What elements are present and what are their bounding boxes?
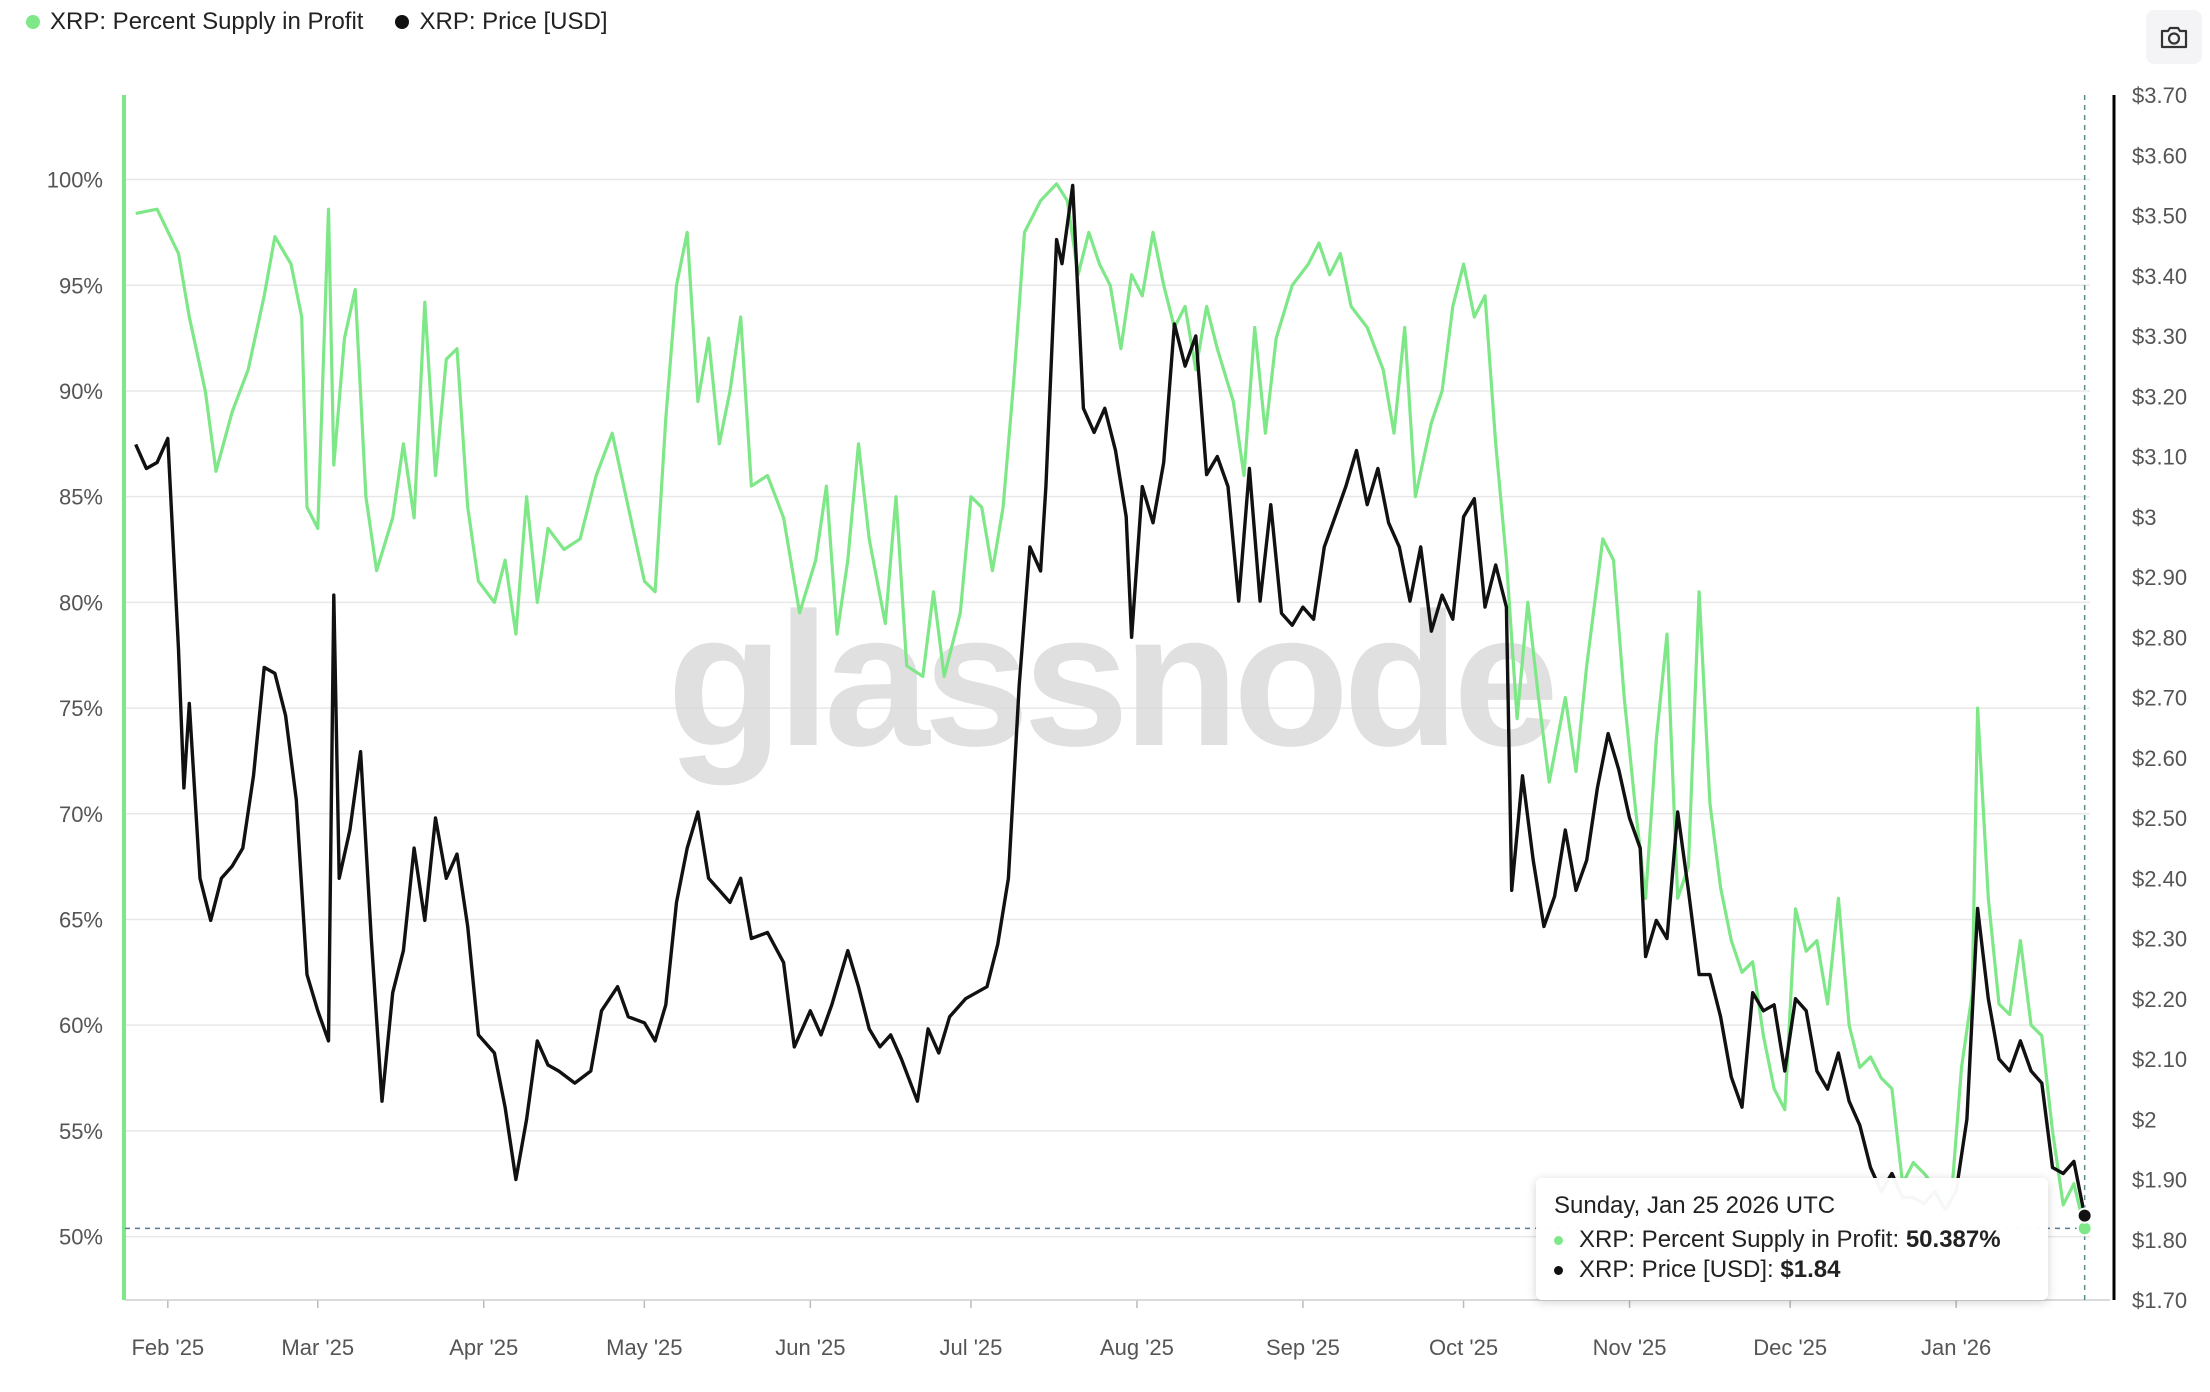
camera-icon bbox=[2160, 26, 2188, 49]
y-left-tick-label: 80% bbox=[59, 590, 103, 615]
y-left-tick-label: 85% bbox=[59, 485, 103, 510]
hover-tooltip: Sunday, Jan 25 2026 UTC XRP: Percent Sup… bbox=[1536, 1178, 2048, 1300]
y-right-tick-label: $3.30 bbox=[2132, 324, 2187, 349]
y-left-tick-label: 70% bbox=[59, 802, 103, 827]
x-tick-label: Jun '25 bbox=[775, 1335, 845, 1360]
y-right-tick-label: $2.40 bbox=[2132, 866, 2187, 891]
y-right-tick-label: $1.70 bbox=[2132, 1288, 2187, 1313]
y-right-tick-label: $2.20 bbox=[2132, 987, 2187, 1012]
y-right-tick-label: $1.80 bbox=[2132, 1228, 2187, 1253]
x-tick-label: Aug '25 bbox=[1100, 1335, 1174, 1360]
y-left-tick-label: 100% bbox=[47, 168, 103, 193]
y-right-tick-label: $2 bbox=[2132, 1107, 2156, 1132]
x-tick-label: May '25 bbox=[606, 1335, 682, 1360]
x-tick-label: Dec '25 bbox=[1753, 1335, 1827, 1360]
legend-label: XRP: Percent Supply in Profit bbox=[50, 8, 364, 35]
y-right-tick-label: $2.10 bbox=[2132, 1047, 2187, 1072]
legend-label: XRP: Price [USD] bbox=[419, 8, 608, 35]
x-tick-label: Mar '25 bbox=[281, 1335, 354, 1360]
tooltip-dot-percent-supply bbox=[1554, 1235, 1563, 1245]
tooltip-row-price: XRP: Price [USD]: $1.84 bbox=[1554, 1256, 2030, 1284]
legend-dot-percent-supply bbox=[26, 15, 40, 29]
y-right-tick-label: $3.40 bbox=[2132, 264, 2187, 289]
x-tick-label: Nov '25 bbox=[1593, 1335, 1667, 1360]
hover-point-price bbox=[2076, 1207, 2093, 1224]
tooltip-label: XRP: Price [USD]: $1.84 bbox=[1579, 1256, 1841, 1283]
x-tick-label: Sep '25 bbox=[1266, 1335, 1340, 1360]
tooltip-dot-price bbox=[1554, 1265, 1563, 1275]
x-tick-label: Jul '25 bbox=[940, 1335, 1003, 1360]
y-right-tick-label: $3 bbox=[2132, 505, 2156, 530]
y-left-tick-label: 90% bbox=[59, 379, 103, 404]
y-right-tick-label: $2.60 bbox=[2132, 746, 2187, 771]
legend-item-price-usd[interactable]: XRP: Price [USD] bbox=[395, 8, 608, 36]
x-tick-label: Oct '25 bbox=[1429, 1335, 1498, 1360]
y-right-tick-label: $2.70 bbox=[2132, 686, 2187, 711]
y-right-tick-label: $2.80 bbox=[2132, 625, 2187, 650]
y-left-tick-label: 75% bbox=[59, 696, 103, 721]
x-tick-label: Jan '26 bbox=[1921, 1335, 1991, 1360]
y-left-tick-label: 95% bbox=[59, 273, 103, 298]
y-left-tick-label: 55% bbox=[59, 1119, 103, 1144]
y-right-tick-label: $3.50 bbox=[2132, 204, 2187, 229]
y-right-tick-label: $1.90 bbox=[2132, 1168, 2187, 1193]
y-right-tick-label: $3.60 bbox=[2132, 143, 2187, 168]
tick-labels: 50% 55% 60% 65% 70% 75% 80% 85% 90% 95% 100% $1.70 $… bbox=[47, 83, 2187, 1360]
legend-dot-price bbox=[395, 15, 410, 29]
tooltip-row-percent-supply: XRP: Percent Supply in Profit: 50.387% bbox=[1554, 1226, 2030, 1254]
y-right-tick-label: $2.50 bbox=[2132, 806, 2187, 831]
legend-item-percent-supply-in-profit[interactable]: XRP: Percent Supply in Profit bbox=[26, 8, 363, 36]
y-right-tick-label: $2.30 bbox=[2132, 927, 2187, 952]
y-right-tick-label: $2.90 bbox=[2132, 565, 2187, 590]
x-tick-label: Feb '25 bbox=[131, 1335, 204, 1360]
series-line-price-usd bbox=[134, 183, 2087, 1216]
tooltip-date: Sunday, Jan 25 2026 UTC bbox=[1554, 1192, 1836, 1219]
axes bbox=[122, 95, 2116, 1308]
x-tick-label: Apr '25 bbox=[449, 1335, 518, 1360]
screenshot-button[interactable] bbox=[2146, 10, 2202, 64]
tooltip-label: XRP: Percent Supply in Profit: 50.387% bbox=[1579, 1226, 2001, 1253]
y-left-tick-label: 50% bbox=[59, 1225, 103, 1250]
tooltip-value: 50.387% bbox=[1905, 1226, 2001, 1253]
series bbox=[134, 182, 2087, 1229]
y-left-tick-label: 65% bbox=[59, 907, 103, 932]
tooltip-value: $1.84 bbox=[1780, 1256, 1841, 1283]
y-right-tick-label: $3.20 bbox=[2132, 384, 2187, 409]
chart-legend: XRP: Percent Supply in Profit XRP: Price… bbox=[26, 8, 608, 36]
glassnode-watermark: glassnode bbox=[667, 574, 1553, 786]
y-right-tick-label: $3.10 bbox=[2132, 445, 2187, 470]
y-left-tick-label: 60% bbox=[59, 1013, 103, 1038]
y-right-tick-label: $3.70 bbox=[2132, 83, 2187, 108]
